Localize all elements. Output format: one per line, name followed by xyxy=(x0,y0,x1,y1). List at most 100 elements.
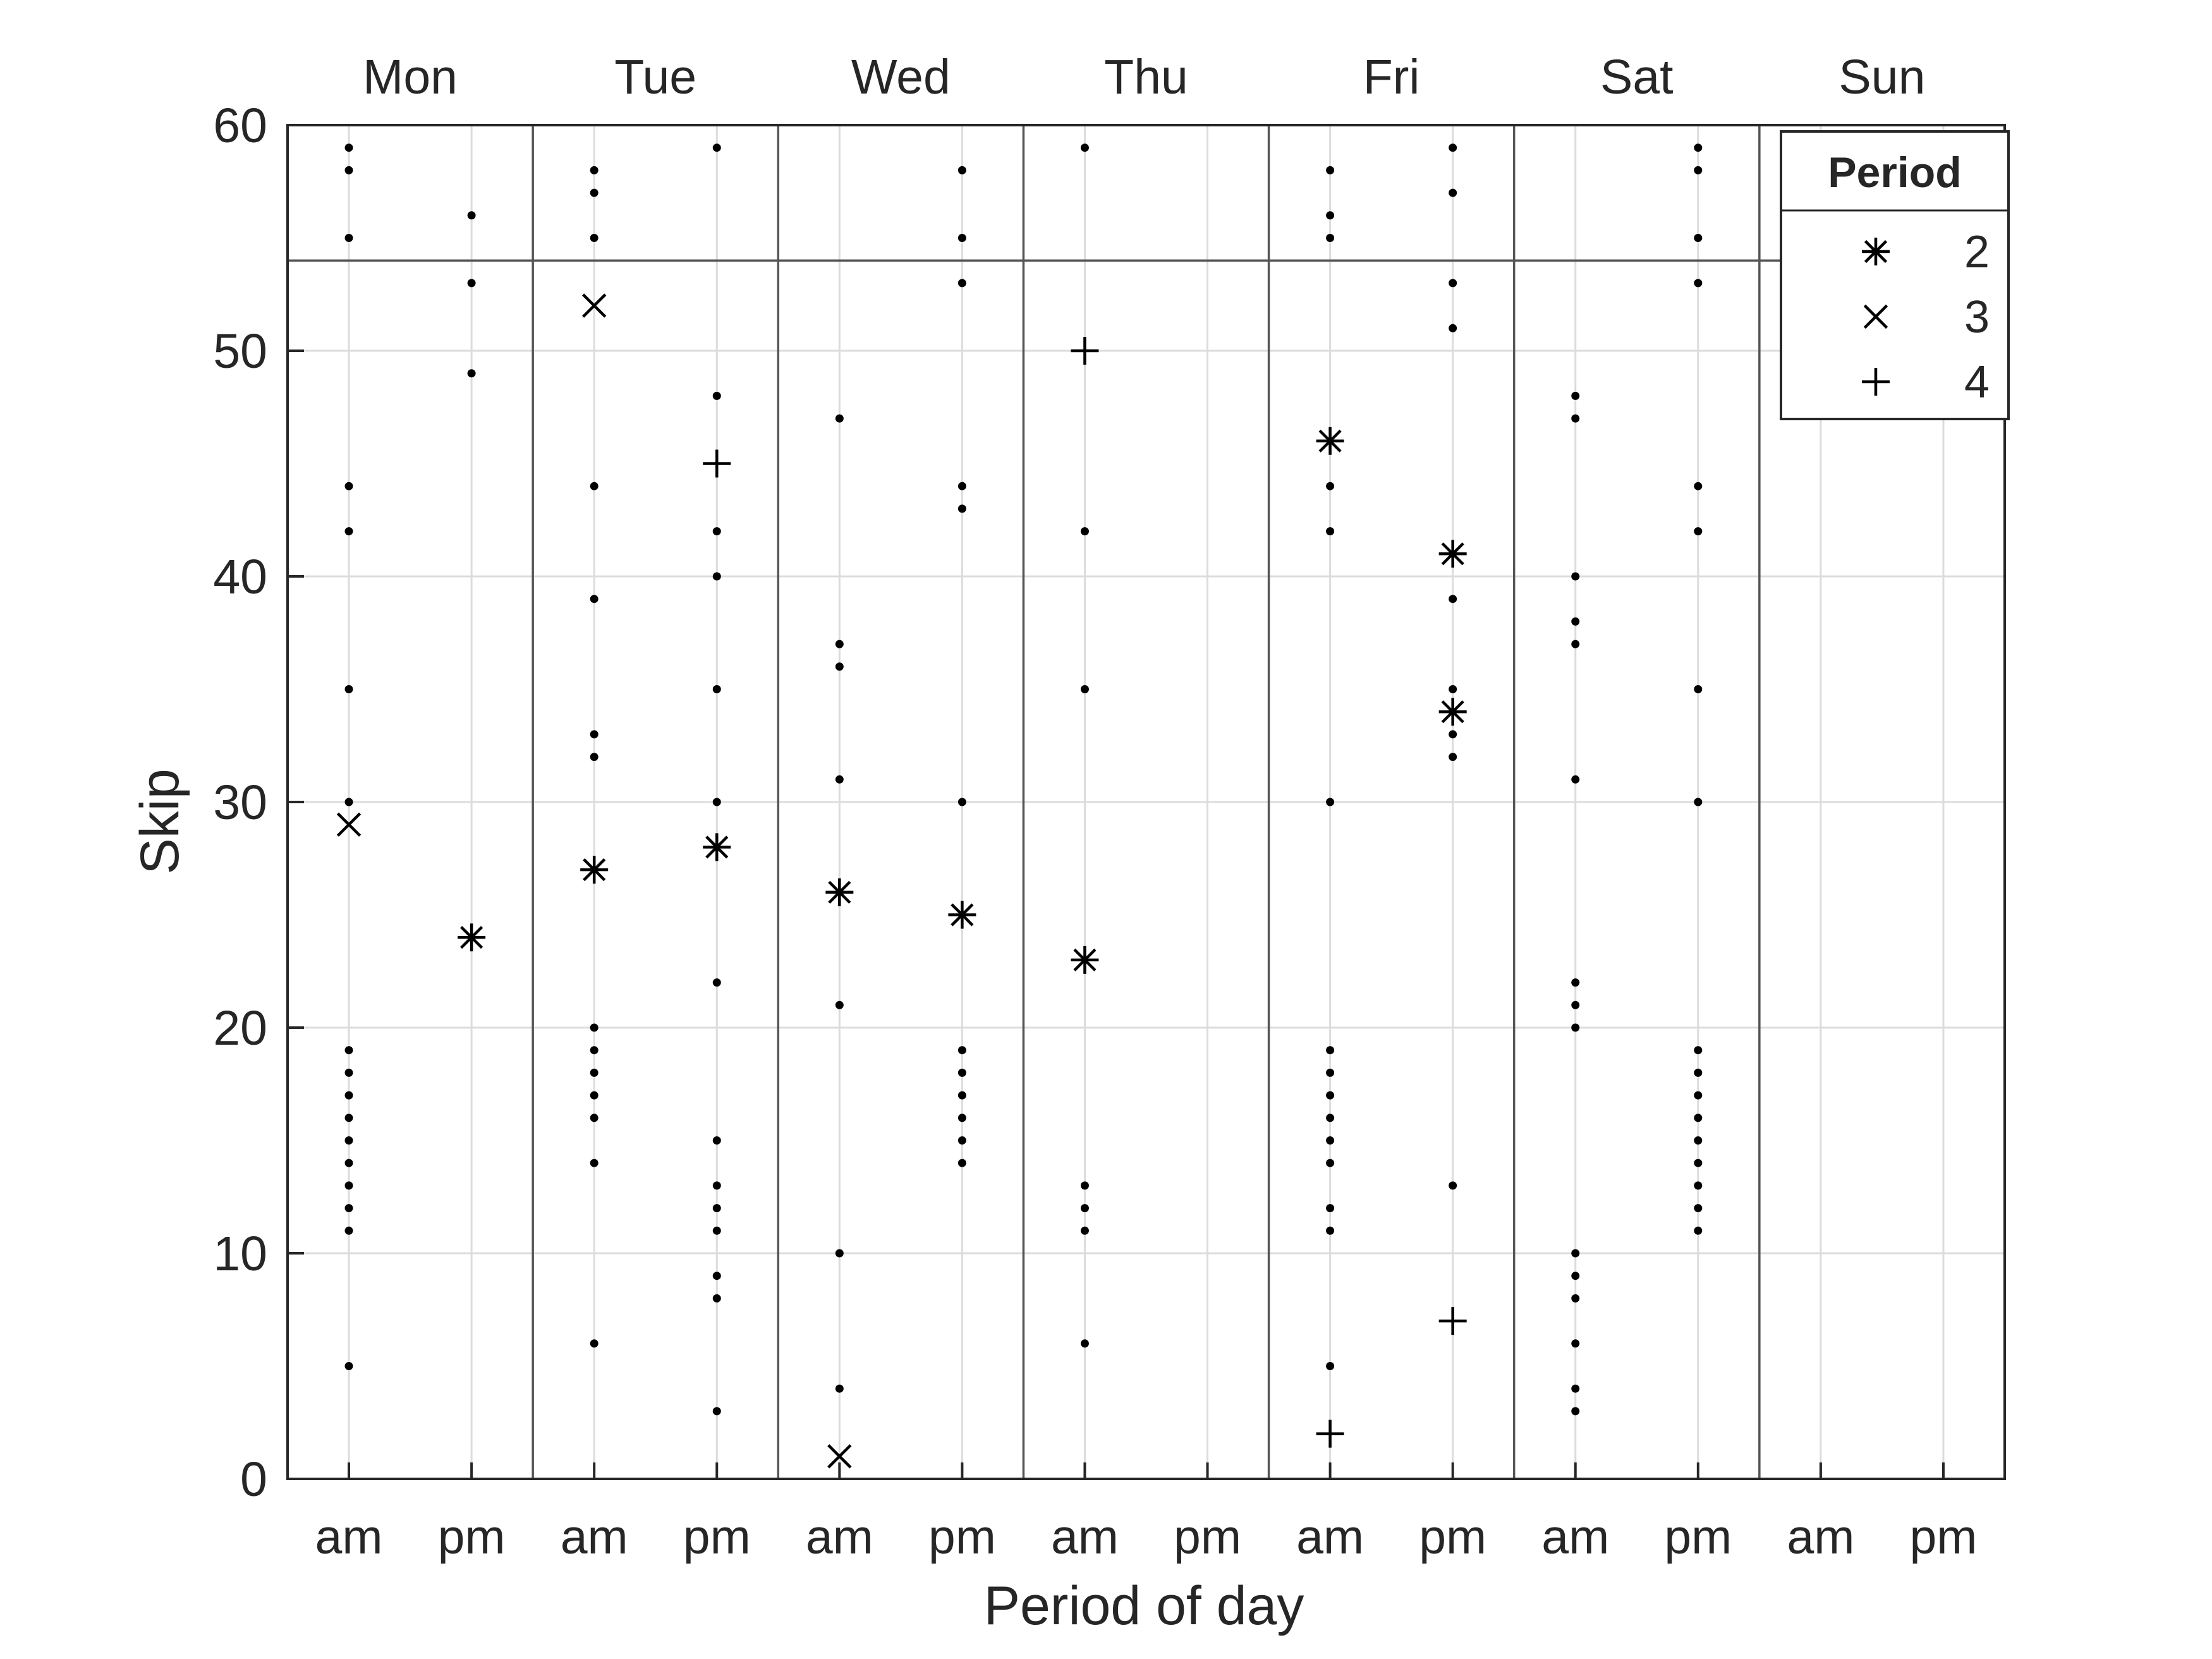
data-dot xyxy=(1694,1158,1703,1167)
x-tick-label: pm xyxy=(1664,1510,1732,1564)
data-dot xyxy=(1571,1384,1580,1393)
data-dot xyxy=(590,1068,599,1077)
data-dot xyxy=(1449,595,1457,604)
x-tick-label: pm xyxy=(438,1510,506,1564)
data-dot xyxy=(344,1114,353,1122)
data-dot xyxy=(1326,1114,1335,1122)
data-dot xyxy=(1571,1249,1580,1258)
data-dot xyxy=(957,482,966,490)
data-dot xyxy=(344,1068,353,1077)
y-tick-label: 60 xyxy=(213,99,267,153)
data-dot xyxy=(344,482,353,490)
data-dot xyxy=(590,234,599,242)
day-label-mon: Mon xyxy=(363,50,458,104)
data-dot xyxy=(1326,1046,1335,1055)
y-axis-label: Skip xyxy=(130,769,190,874)
data-dot xyxy=(957,1114,966,1122)
series-2-point xyxy=(703,833,731,861)
data-dot xyxy=(467,211,476,220)
series-3-point xyxy=(336,812,362,837)
data-dot xyxy=(712,1136,721,1145)
x-tick-label: am xyxy=(1051,1510,1119,1564)
series-3-point xyxy=(827,1444,852,1469)
data-dot xyxy=(1694,482,1703,490)
data-dot xyxy=(344,798,353,806)
data-dot xyxy=(344,1046,353,1055)
legend-marker-2 xyxy=(1862,238,1890,265)
data-dot xyxy=(1571,1000,1580,1009)
data-dot xyxy=(1571,617,1580,626)
data-dot xyxy=(1326,234,1335,242)
series-2-point xyxy=(1316,427,1344,455)
data-dot xyxy=(1326,1226,1335,1235)
data-dot xyxy=(1080,143,1089,152)
data-dot xyxy=(1449,1181,1457,1190)
data-dot xyxy=(344,1204,353,1213)
data-dot xyxy=(1449,143,1457,152)
legend-label-3: 3 xyxy=(1964,292,1990,343)
data-dot xyxy=(1694,798,1703,806)
axes xyxy=(286,124,2006,1480)
x-tick-label: am xyxy=(1541,1510,1609,1564)
x-axis-label: Period of day xyxy=(984,1576,1304,1636)
x-tick-label: am xyxy=(1296,1510,1364,1564)
data-dot xyxy=(957,166,966,174)
data-dot xyxy=(1571,1272,1580,1280)
data-dot xyxy=(835,1384,844,1393)
data-dot xyxy=(1694,1136,1703,1145)
data-dot xyxy=(1080,527,1089,536)
data-dot xyxy=(1326,1136,1335,1145)
data-dot xyxy=(712,1294,721,1303)
data-dot xyxy=(1449,753,1457,762)
data-dot xyxy=(1080,1181,1089,1190)
data-dot xyxy=(712,1407,721,1416)
day-label-fri: Fri xyxy=(1363,50,1420,104)
legend-title: Period xyxy=(1828,149,1962,197)
data-dot xyxy=(590,595,599,604)
y-tick-label: 30 xyxy=(213,775,267,830)
data-dot xyxy=(590,1339,599,1348)
data-dot xyxy=(590,753,599,762)
data-dot xyxy=(1449,324,1457,332)
data-dot xyxy=(1694,685,1703,693)
data-dot xyxy=(1080,685,1089,693)
data-dot xyxy=(835,640,844,648)
x-tick-label: pm xyxy=(928,1510,996,1564)
data-dot xyxy=(344,527,353,536)
data-dot xyxy=(835,414,844,423)
data-dot xyxy=(344,1226,353,1235)
data-dot xyxy=(344,1181,353,1190)
data-dot xyxy=(957,504,966,513)
data-dot xyxy=(467,279,476,288)
data-dot xyxy=(344,685,353,693)
series-4-point xyxy=(1316,1419,1344,1448)
data-dot xyxy=(712,572,721,581)
series-4-point xyxy=(703,449,731,478)
data-dot xyxy=(1449,730,1457,739)
data-dot xyxy=(712,1204,721,1213)
data-dot xyxy=(1326,1068,1335,1077)
data-dot xyxy=(1326,166,1335,174)
data-dot xyxy=(835,662,844,671)
y-tick-label: 20 xyxy=(213,1001,267,1055)
series-2-point xyxy=(948,901,976,929)
data-dot xyxy=(1326,798,1335,806)
series-4-point xyxy=(1438,1307,1467,1335)
data-dot xyxy=(1326,211,1335,220)
data-dot xyxy=(1571,391,1580,400)
legend-label-4: 4 xyxy=(1964,357,1990,408)
data-dot xyxy=(590,1046,599,1055)
data-dot xyxy=(1571,572,1580,581)
data-dot xyxy=(1694,1091,1703,1100)
data-dot xyxy=(344,1362,353,1370)
data-dot xyxy=(712,527,721,536)
data-dot xyxy=(344,1158,353,1167)
data-dot xyxy=(1080,1339,1089,1348)
day-label-wed: Wed xyxy=(851,50,951,104)
data-dot xyxy=(835,1249,844,1258)
series-4-point xyxy=(1071,337,1099,365)
data-dot xyxy=(1571,978,1580,987)
data-dot xyxy=(590,166,599,174)
series-3-point xyxy=(581,293,607,318)
day-label-sun: Sun xyxy=(1838,50,1925,104)
